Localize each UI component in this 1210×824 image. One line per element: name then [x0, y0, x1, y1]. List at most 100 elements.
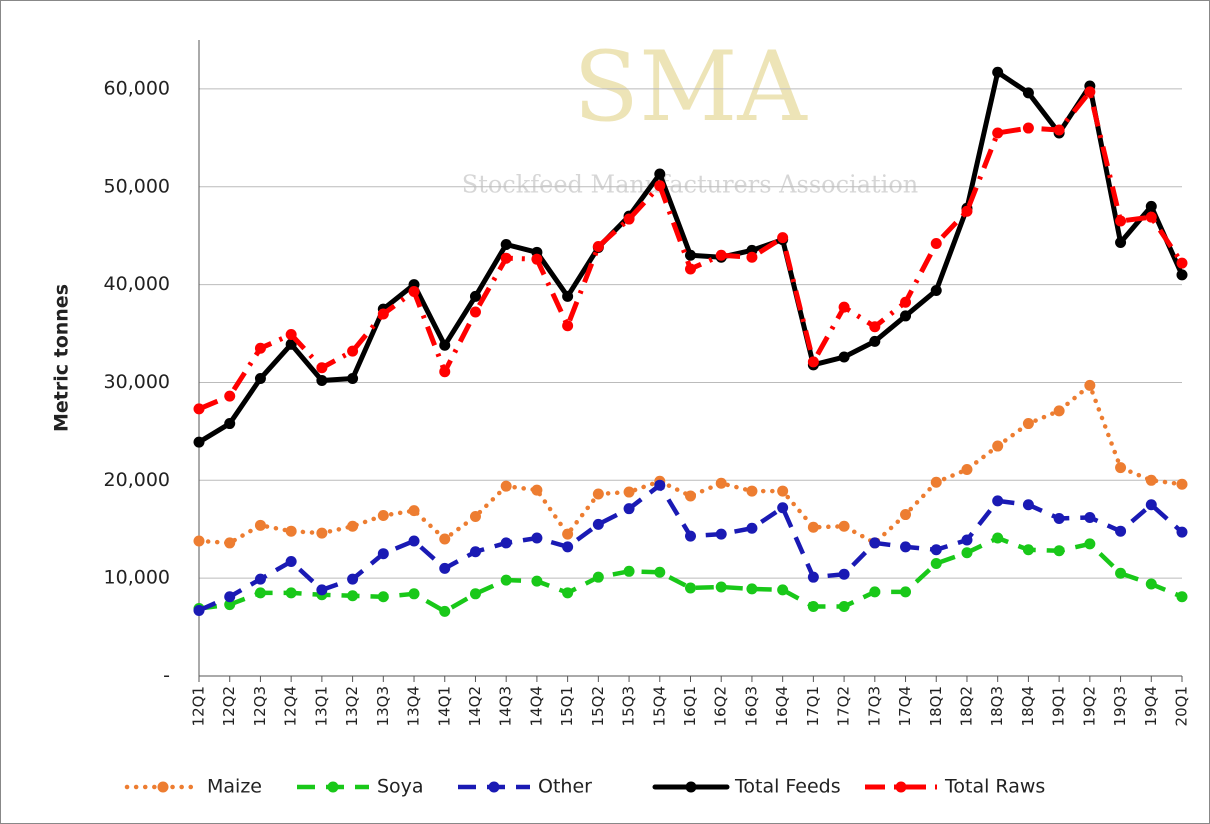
- point: [654, 567, 665, 578]
- x-tick-label: 19Q4: [1142, 686, 1160, 726]
- point: [255, 373, 266, 384]
- point: [316, 584, 327, 595]
- point: [470, 307, 481, 318]
- point: [685, 490, 696, 501]
- point: [1084, 512, 1095, 523]
- point: [931, 285, 942, 296]
- point: [1146, 212, 1157, 223]
- point: [1177, 591, 1188, 602]
- x-tick-label: 15Q3: [620, 686, 638, 726]
- point: [501, 537, 512, 548]
- point: [1177, 527, 1188, 538]
- y-tick-label: 10,000: [104, 567, 170, 589]
- point: [1023, 418, 1034, 429]
- point: [808, 356, 819, 367]
- point: [224, 418, 235, 429]
- x-tick-label: 18Q4: [1019, 686, 1037, 726]
- point: [531, 254, 542, 265]
- point: [685, 263, 696, 274]
- legend-label: Other: [538, 776, 592, 798]
- point: [839, 521, 850, 532]
- point: [501, 253, 512, 264]
- legend-label: Maize: [207, 776, 262, 798]
- point: [286, 587, 297, 598]
- point: [1023, 87, 1034, 98]
- point: [808, 522, 819, 533]
- point: [1146, 579, 1157, 590]
- point: [961, 206, 972, 217]
- point: [839, 302, 850, 313]
- point: [255, 587, 266, 598]
- point: [562, 291, 573, 302]
- point: [409, 505, 420, 516]
- legend-label: Soya: [377, 776, 424, 798]
- point: [531, 533, 542, 544]
- point: [194, 535, 205, 546]
- x-tick-label: 16Q4: [773, 686, 791, 726]
- point: [839, 601, 850, 612]
- point: [378, 548, 389, 559]
- point: [869, 321, 880, 332]
- point: [347, 521, 358, 532]
- point: [777, 486, 788, 497]
- point: [224, 537, 235, 548]
- point: [409, 535, 420, 546]
- point: [194, 605, 205, 616]
- x-tick-label: 17Q1: [804, 686, 822, 726]
- legend-label: Total Feeds: [734, 776, 841, 798]
- point: [286, 329, 297, 340]
- point: [961, 547, 972, 558]
- point: [1054, 125, 1065, 136]
- legend-marker: [489, 782, 500, 793]
- point: [439, 606, 450, 617]
- point: [992, 495, 1003, 506]
- point: [593, 241, 604, 252]
- point: [593, 489, 604, 500]
- point: [716, 250, 727, 261]
- point: [777, 584, 788, 595]
- point: [378, 308, 389, 319]
- point: [931, 544, 942, 555]
- point: [194, 437, 205, 448]
- x-tick-label: 16Q2: [712, 686, 730, 726]
- x-tick-label: 16Q3: [742, 686, 760, 726]
- point: [347, 346, 358, 357]
- point: [1115, 237, 1126, 248]
- point: [654, 480, 665, 491]
- point: [1177, 269, 1188, 280]
- x-tick-label: 19Q3: [1111, 686, 1129, 726]
- x-tick-label: 14Q2: [466, 686, 484, 726]
- x-tick-label: 15Q4: [650, 686, 668, 726]
- x-tick-label: 14Q1: [435, 686, 453, 726]
- point: [194, 403, 205, 414]
- point: [716, 581, 727, 592]
- point: [1054, 513, 1065, 524]
- point: [1084, 380, 1095, 391]
- point: [992, 441, 1003, 452]
- point: [531, 485, 542, 496]
- point: [501, 481, 512, 492]
- point: [624, 487, 635, 498]
- point: [808, 572, 819, 583]
- point: [746, 523, 757, 534]
- x-tick-label: 12Q4: [282, 686, 300, 726]
- point: [1054, 545, 1065, 556]
- point: [470, 546, 481, 557]
- point: [562, 320, 573, 331]
- point: [501, 575, 512, 586]
- x-tick-label: 19Q1: [1050, 686, 1068, 726]
- point: [992, 127, 1003, 138]
- legend-label: Total Raws: [944, 776, 1045, 798]
- point: [562, 541, 573, 552]
- x-tick-label: 17Q4: [896, 686, 914, 726]
- point: [900, 297, 911, 308]
- x-tick-label: 18Q1: [927, 686, 945, 726]
- point: [562, 587, 573, 598]
- point: [900, 509, 911, 520]
- point: [316, 362, 327, 373]
- x-tick-label: 15Q1: [558, 686, 576, 726]
- y-tick-label: -: [163, 665, 170, 687]
- point: [470, 511, 481, 522]
- point: [931, 238, 942, 249]
- point: [1023, 499, 1034, 510]
